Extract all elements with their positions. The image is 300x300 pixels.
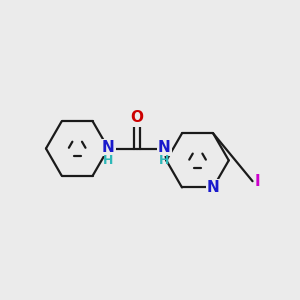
Text: N: N <box>207 180 220 195</box>
Text: H: H <box>159 154 169 167</box>
Text: N: N <box>158 140 171 155</box>
Text: I: I <box>255 174 260 189</box>
Text: O: O <box>130 110 143 125</box>
Text: N: N <box>102 140 115 155</box>
Text: H: H <box>103 154 114 167</box>
